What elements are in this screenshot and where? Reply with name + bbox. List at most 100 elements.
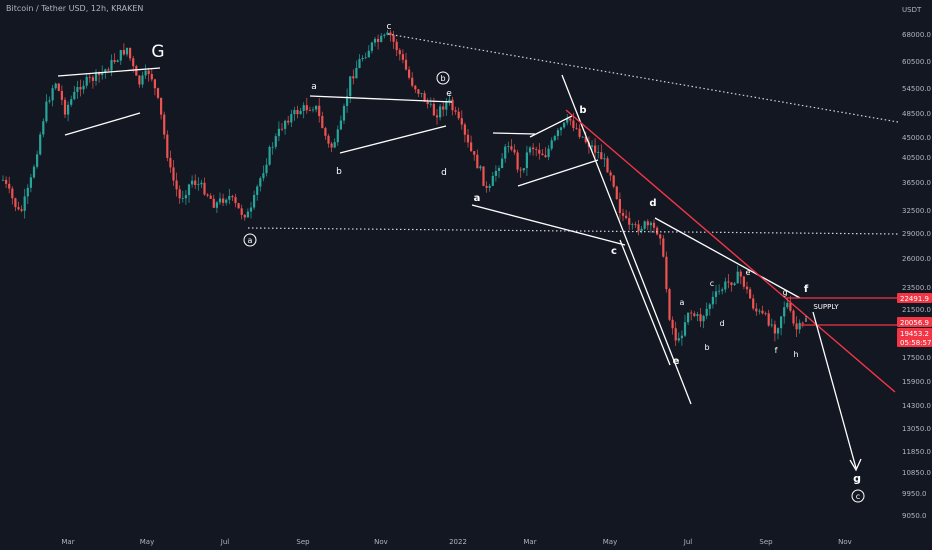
candle-body [212,198,215,208]
candle-body [473,151,476,155]
candle-body [355,67,358,79]
time-tick-label: Sep [759,538,773,546]
time-tick-label: 2022 [449,538,467,546]
candle-body [91,77,94,81]
candle-body [178,189,181,199]
candle-body [628,218,631,225]
triangle-line [654,217,801,299]
candle-body [442,106,445,110]
candle-body [265,164,268,174]
wave-label-circle [243,233,257,247]
candle-body [98,72,101,75]
candle-body [70,99,73,105]
wave-label-a: a [680,298,685,307]
candle-body [268,147,271,165]
candle-body [228,196,231,200]
candle-body [333,142,336,148]
candle-body [488,185,491,188]
wave-label-b: b [704,343,709,352]
candle-body [618,198,621,214]
candle-body [625,215,628,219]
currency-label: USDT [902,6,922,14]
wave-label-c: c [387,22,392,32]
candle-body [262,173,265,179]
candle-body [153,79,156,89]
candle-body [609,172,612,176]
candle-body [150,74,153,80]
candle-body [82,85,85,90]
candle-body [67,104,70,115]
candle-body [761,310,764,314]
candle-body [687,312,690,323]
candle-body [181,198,184,200]
candle-body [550,140,553,149]
exchange: KRAKEN [111,4,144,13]
candle-body [203,182,206,195]
candle-body [240,208,243,215]
candle-body [315,105,318,110]
candle-body [656,227,659,235]
time-axis[interactable]: Mar May Jul Sep Nov 2022 Mar May Jul Sep Nov [61,538,851,546]
price-tick-label: 10850.0 [902,469,931,477]
chart-title: Bitcoin / Tether USD, 12h, KRAKEN [6,4,143,13]
supply-label: SUPPLY [813,303,839,311]
candle-body [470,142,473,152]
candle-body [342,105,346,121]
candle-body [308,110,311,112]
candle-body [215,202,218,208]
candle-body [79,87,82,90]
price-tick-label: 36500.0 [902,179,931,187]
candle-body [801,322,804,324]
candle-body [730,282,733,285]
price-tag-label: 20056.9 [900,319,929,327]
candle-body [352,76,355,79]
candle-body [76,87,79,92]
time-tick-label: Mar [61,538,74,546]
candle-body [535,149,538,150]
candle-body [129,47,132,59]
candle-body [749,289,752,299]
candle-body [116,60,119,63]
candle-body [541,153,544,156]
candle-body [218,198,222,203]
candle-body [727,281,730,283]
candle-body [51,88,54,101]
candle-body [104,69,107,73]
wave-label-g: g [782,288,787,297]
candle-body [494,170,497,176]
candle-body [36,154,39,167]
candle-body [184,195,187,199]
candle-body [172,167,175,181]
price-tick-label: 23500.0 [902,284,931,292]
candle-body [528,147,532,153]
wave-label-e: e [746,268,751,277]
candle-body [662,238,665,257]
candle-body [125,47,129,55]
candle-body [73,91,76,100]
price-tick-label: 9950.0 [902,490,927,498]
candle-body [321,116,324,129]
triangle-line [339,125,447,154]
candle-body [745,286,749,290]
wave-label-circle [436,71,450,85]
candle-body [491,175,494,186]
candle-body [231,196,234,198]
candle-body [395,41,398,51]
candle-body [572,120,575,128]
price-tick-label: 54500.0 [902,85,931,93]
candle-body [20,209,23,211]
candle-body [426,101,429,105]
price-tick-label: 45000.0 [902,134,931,142]
triangle-line [561,74,692,405]
candle-body [110,60,113,71]
candle-body [454,110,457,112]
candle-body [770,324,773,326]
triangle-line [57,67,161,77]
candle-body [789,302,792,311]
price-axis[interactable]: USDT 68000.0 60500.0 54500.0 48500.0 45000.0 4… [902,6,931,520]
candle-body [135,66,138,76]
time-tick-label: Jul [220,538,230,546]
wave-label-b: b [336,167,342,177]
